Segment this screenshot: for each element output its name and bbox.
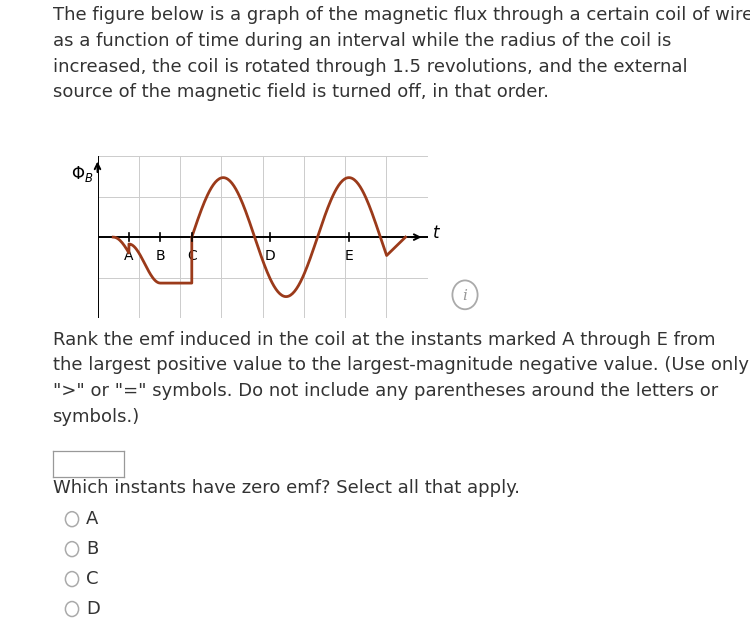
Text: Which instants have zero emf? Select all that apply.: Which instants have zero emf? Select all… — [53, 479, 520, 497]
Text: $t$: $t$ — [432, 224, 441, 241]
Text: $\Phi_B$: $\Phi_B$ — [70, 164, 93, 184]
Text: B: B — [155, 249, 165, 263]
Text: A: A — [124, 249, 134, 263]
Text: C: C — [86, 570, 99, 588]
Text: D: D — [86, 600, 100, 618]
Text: A: A — [86, 510, 99, 528]
Text: The figure below is a graph of the magnetic flux through a certain coil of wire
: The figure below is a graph of the magne… — [53, 6, 750, 101]
Text: i: i — [463, 288, 467, 303]
Text: B: B — [86, 540, 98, 558]
Text: E: E — [344, 249, 353, 263]
Text: C: C — [187, 249, 196, 263]
Text: Rank the emf induced in the coil at the instants marked A through E from
the lar: Rank the emf induced in the coil at the … — [53, 331, 748, 426]
Text: D: D — [265, 249, 276, 263]
